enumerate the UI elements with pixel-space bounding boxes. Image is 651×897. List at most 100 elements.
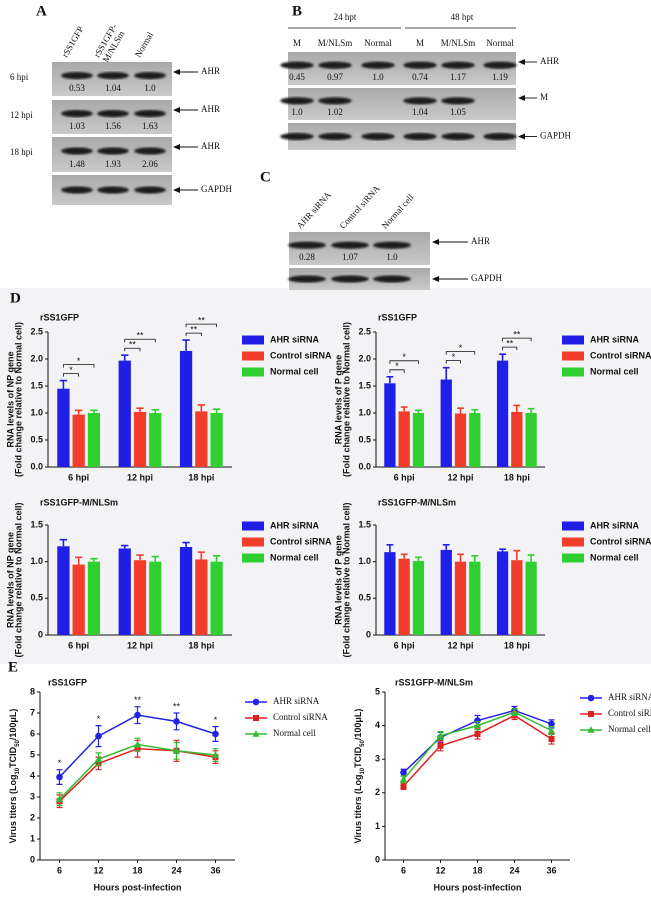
significance-mark: * [214, 715, 218, 725]
bar [440, 549, 452, 635]
error-bar [457, 407, 464, 414]
blot-band [403, 132, 437, 141]
significance-bracket [124, 347, 141, 352]
bar [179, 350, 193, 467]
bar [57, 388, 70, 467]
row-label: 6 hpi [10, 72, 29, 82]
row-label: 12 hpi [10, 110, 33, 120]
x-tick-label: 18 [472, 865, 482, 875]
legend-label: Control siRNA [270, 536, 332, 546]
band-ratio: 0.28 [299, 252, 315, 262]
legend-label: AHR siRNA [608, 692, 651, 702]
bar [57, 546, 70, 635]
bar [398, 558, 410, 635]
y-tick-label: 3 [30, 791, 35, 801]
legend-label: AHR siRNA [590, 334, 640, 344]
error-bar [499, 548, 506, 552]
y-tick-label: 1.5 [30, 380, 43, 390]
x-tick-label: 12 hpi [127, 472, 153, 482]
error-bar [400, 406, 408, 412]
x-tick-label: 12 hpi [447, 472, 473, 482]
blot-strip [288, 88, 516, 120]
y-tick-label: 4 [30, 770, 35, 780]
bar [118, 360, 131, 467]
band-ratio: 1.93 [105, 159, 121, 169]
error-bar [90, 409, 98, 413]
blot-band [61, 110, 93, 118]
significance-mark: * [97, 714, 101, 724]
panel-label: A [36, 3, 47, 19]
blot-band [483, 61, 517, 69]
axis-line [375, 525, 545, 636]
blot-band [134, 147, 166, 155]
legend-swatch [242, 351, 264, 361]
significance-mark: * [58, 758, 62, 768]
significance-mark: * [459, 343, 463, 353]
target-label: GAPDH [471, 273, 503, 283]
blot-band [373, 241, 411, 249]
legend-swatch [242, 335, 264, 345]
y-tick-label: 1.0 [30, 407, 43, 417]
band-ratio: 1.07 [342, 252, 358, 262]
blot-band [280, 61, 314, 69]
error-bar [499, 353, 506, 361]
blot-band [361, 132, 395, 141]
y-tick-label: 1.5 [358, 380, 371, 390]
significance-mark: ** [513, 330, 521, 340]
legend-label: Control siRNA [273, 712, 328, 722]
band-ratio: 1.02 [327, 107, 343, 117]
error-bar [59, 538, 68, 547]
blot-band [61, 147, 93, 155]
marker [172, 747, 181, 754]
blot-band [288, 275, 326, 283]
legend-label: AHR siRNA [270, 334, 320, 344]
blot-band [483, 132, 517, 141]
bar [454, 561, 467, 635]
legend-label: AHR siRNA [270, 520, 320, 530]
x-tick-label: 18 hpi [504, 472, 530, 482]
bar [511, 560, 523, 635]
y-tick-label: 1.0 [30, 556, 43, 566]
error-bar [212, 408, 221, 413]
bar [87, 413, 101, 467]
blot-band [97, 147, 129, 155]
y-tick-label: 8 [30, 686, 35, 696]
error-bar [513, 404, 521, 412]
legend-marker [587, 694, 595, 702]
y-tick-label: 0.5 [30, 593, 43, 603]
row-label: 18 hpi [10, 147, 33, 157]
significance-bracket [445, 351, 476, 355]
blot-band [403, 97, 437, 105]
x-tick-label: 12 hpi [127, 640, 153, 650]
chart-title: rSS1GFP [40, 312, 79, 322]
error-bar [513, 549, 521, 561]
significance-mark: ** [136, 331, 144, 341]
y-tick-label: 5 [375, 686, 380, 696]
lane-header: Normal [486, 38, 514, 48]
y-tick-label: 0 [375, 854, 380, 864]
band-ratio: 1.04 [412, 107, 428, 117]
y-axis-label-part: Virus titers (Log [8, 775, 18, 844]
blot-band [403, 61, 437, 69]
error-bar [151, 555, 159, 562]
error-bar [197, 404, 206, 412]
blot-band [331, 275, 369, 283]
y-tick-label: 2 [375, 787, 380, 797]
legend-label: AHR siRNA [273, 696, 320, 706]
y-tick-label: 1.0 [358, 556, 371, 566]
marker [173, 718, 180, 725]
x-tick-label: 36 [210, 865, 220, 875]
band-ratio: 1.0 [144, 83, 156, 93]
significance-bracket [63, 364, 95, 368]
significance-bracket [124, 338, 156, 343]
error-bar [182, 541, 190, 547]
band-ratio: 1.04 [105, 83, 121, 93]
target-label: GAPDH [540, 131, 572, 141]
marker [474, 731, 481, 737]
x-tick-label: 18 [132, 865, 142, 875]
y-tick-label: 0.5 [358, 434, 371, 444]
y-tick-label: 1 [375, 821, 380, 831]
significance-mark: ** [134, 695, 142, 705]
blot-band [61, 186, 93, 194]
